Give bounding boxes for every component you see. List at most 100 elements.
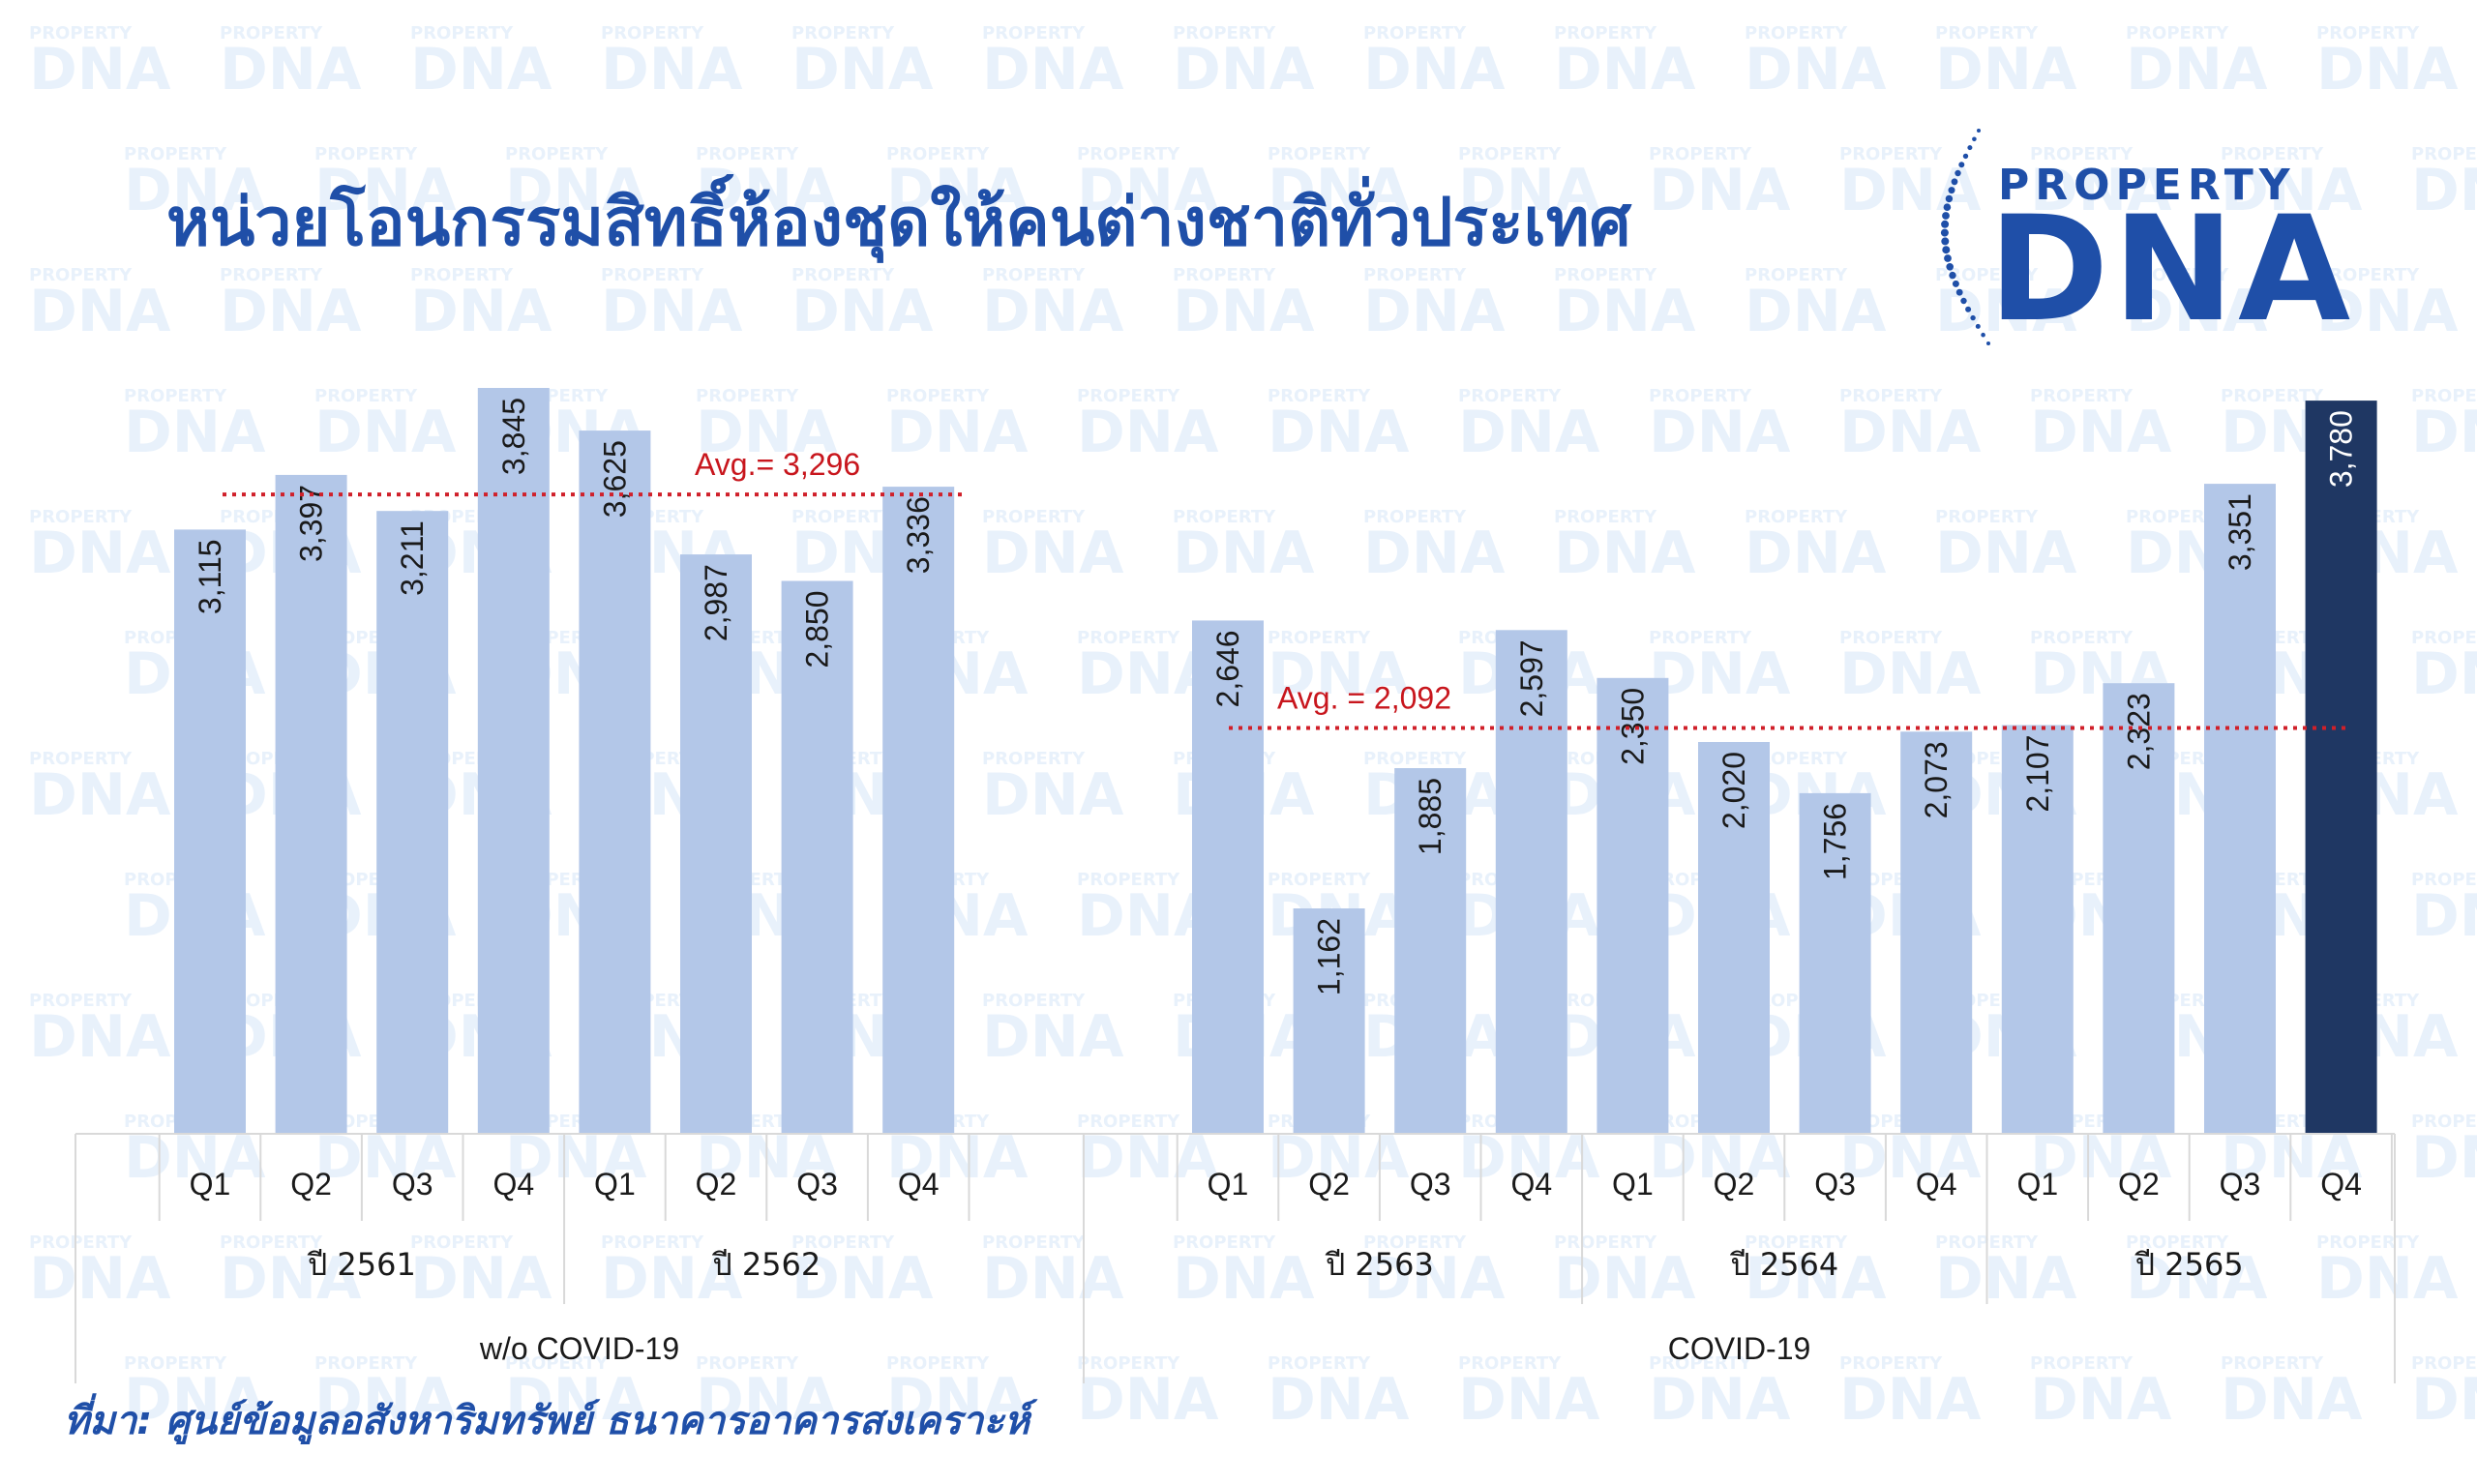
bar-value-label: 3,397 <box>294 485 329 562</box>
bar <box>579 430 651 1135</box>
quarter-tick-label: Q2 <box>2118 1167 2160 1202</box>
watermark-text-big: DNA <box>886 399 1029 466</box>
year-tick-label: ปี 2565 <box>2134 1246 2244 1283</box>
watermark-text-big: DNA <box>2030 157 2172 224</box>
quarter-tick-label: Q1 <box>594 1167 636 1202</box>
watermark-text-small: PROPERTY <box>1173 507 1276 527</box>
helix-dot <box>1948 187 1955 194</box>
bar <box>1799 792 1871 1134</box>
watermark-text-big: DNA <box>1554 278 1696 345</box>
bar-value-label: 1,885 <box>1413 778 1447 855</box>
watermark-text-big: DNA <box>124 1124 266 1192</box>
watermark-text-small: PROPERTY <box>696 386 799 406</box>
helix-dot <box>1958 162 1965 168</box>
watermark-text-big: DNA <box>886 157 1029 224</box>
watermark-text-big: DNA <box>1649 640 1791 708</box>
watermark-text-small: PROPERTY <box>1363 749 1467 769</box>
helix-dot <box>1943 203 1952 211</box>
watermark-text-big: DNA <box>1458 1366 1600 1434</box>
watermark-text-small: PROPERTY <box>1173 1232 1276 1253</box>
watermark-text-small: PROPERTY <box>1839 1353 1943 1374</box>
source-note: ที่มา: ศูนย์ข้อมูลอสังหาริมทรัพย์ ธนาคาร… <box>64 1393 1038 1445</box>
watermark-text-small: PROPERTY <box>1363 507 1467 527</box>
quarter-tick-label: Q1 <box>1208 1167 1249 1202</box>
watermark-text-small: PROPERTY <box>1268 870 1371 890</box>
period-group-label: COVID-19 <box>1668 1331 1811 1366</box>
watermark-text-small: PROPERTY <box>601 23 704 44</box>
watermark-text-small: PROPERTY <box>791 507 895 527</box>
watermark-text-big: DNA <box>696 157 838 224</box>
watermark-text-small: PROPERTY <box>982 23 1086 44</box>
watermark-text-big: DNA <box>124 157 266 224</box>
watermark-text-big: DNA <box>791 1245 934 1313</box>
watermark-text-small: PROPERTY <box>1268 1353 1371 1374</box>
bar-value-label: 2,350 <box>1615 688 1650 765</box>
watermark-text-big: DNA <box>1839 399 1982 466</box>
watermark-text-small: PROPERTY <box>2411 870 2477 890</box>
watermark-text-small: PROPERTY <box>1268 386 1371 406</box>
watermark-text-small: PROPERTY <box>696 144 799 164</box>
quarter-tick-label: Q4 <box>1510 1167 1552 1202</box>
watermark-text-big: DNA <box>314 157 457 224</box>
quarter-tick-label: Q1 <box>2016 1167 2058 1202</box>
watermark-text-small: PROPERTY <box>505 144 609 164</box>
quarter-tick-label: Q3 <box>2220 1167 2261 1202</box>
watermark-text-big: DNA <box>1649 1366 1791 1434</box>
watermark-text-small: PROPERTY <box>1458 144 1562 164</box>
watermark-text-small: PROPERTY <box>2030 144 2134 164</box>
watermark-text-big: DNA <box>2411 1366 2477 1434</box>
watermark-text-small: PROPERTY <box>886 386 990 406</box>
watermark-text-small: PROPERTY <box>1649 1353 1752 1374</box>
watermark-text-small: PROPERTY <box>1554 265 1657 285</box>
helix-dot <box>1960 297 1967 305</box>
watermark-text-big: DNA <box>1935 36 2077 104</box>
chart-title: หน่วยโอนกรรมสิทธิ์ห้องชุดให้คนต่างชาติทั… <box>166 173 1632 263</box>
watermark-text-small: PROPERTY <box>410 1232 514 1253</box>
quarter-tick-label: Q3 <box>1814 1167 1856 1202</box>
watermark-text-small: PROPERTY <box>29 1232 133 1253</box>
quarter-tick-label: Q1 <box>1612 1167 1654 1202</box>
watermark-text-big: DNA <box>1649 399 1791 466</box>
property-dna-logo: PROPERTY DNA <box>1940 129 2350 354</box>
watermark-text-small: PROPERTY <box>2030 1353 2134 1374</box>
watermark-text-small: PROPERTY <box>1839 628 1943 648</box>
watermark-text-small: PROPERTY <box>124 1353 227 1374</box>
watermark-text-big: DNA <box>982 278 1124 345</box>
watermark-text-small: PROPERTY <box>1935 265 2039 285</box>
watermark-text-big: DNA <box>2126 278 2268 345</box>
helix-dot <box>1975 323 1981 329</box>
watermark-text-big: DNA <box>1458 1124 1600 1192</box>
watermark-text-big: DNA <box>886 1124 1029 1192</box>
bar <box>2204 484 2276 1135</box>
watermark-text-big: DNA <box>601 36 743 104</box>
watermark-text-big: DNA <box>1745 1245 1887 1313</box>
watermark-text-small: PROPERTY <box>124 386 227 406</box>
watermark-text-small: PROPERTY <box>410 265 514 285</box>
watermark-text-big: DNA <box>1077 157 1219 224</box>
bar <box>1293 908 1365 1134</box>
watermark-text-big: DNA <box>2221 1124 2363 1192</box>
watermark-text-small: PROPERTY <box>220 23 323 44</box>
period-group-label: w/o COVID-19 <box>479 1331 679 1366</box>
watermark-text-small: PROPERTY <box>2411 1353 2477 1374</box>
watermark-text-small: PROPERTY <box>29 991 133 1011</box>
watermark-text-big: DNA <box>2030 399 2172 466</box>
watermark-text-small: PROPERTY <box>982 749 1086 769</box>
helix-dot <box>1940 228 1949 237</box>
bar <box>1698 742 1770 1134</box>
helix-dot <box>1942 246 1951 254</box>
watermark-text-small: PROPERTY <box>1458 1353 1562 1374</box>
watermark-text-big: DNA <box>505 157 647 224</box>
watermark-text-small: PROPERTY <box>1077 628 1180 648</box>
bar-value-label: 3,336 <box>901 496 936 574</box>
watermark-text-small: PROPERTY <box>791 1232 895 1253</box>
watermark-text-small: PROPERTY <box>2126 265 2229 285</box>
watermark-text-small: PROPERTY <box>1649 628 1752 648</box>
bar <box>882 487 955 1135</box>
bar-value-label: 3,780 <box>2324 410 2359 488</box>
watermark-text-small: PROPERTY <box>2316 23 2420 44</box>
watermark-text-big: DNA <box>505 1366 647 1434</box>
year-tick-label: ปี 2564 <box>1730 1246 1839 1283</box>
bar-value-label: 1,162 <box>1312 918 1347 995</box>
